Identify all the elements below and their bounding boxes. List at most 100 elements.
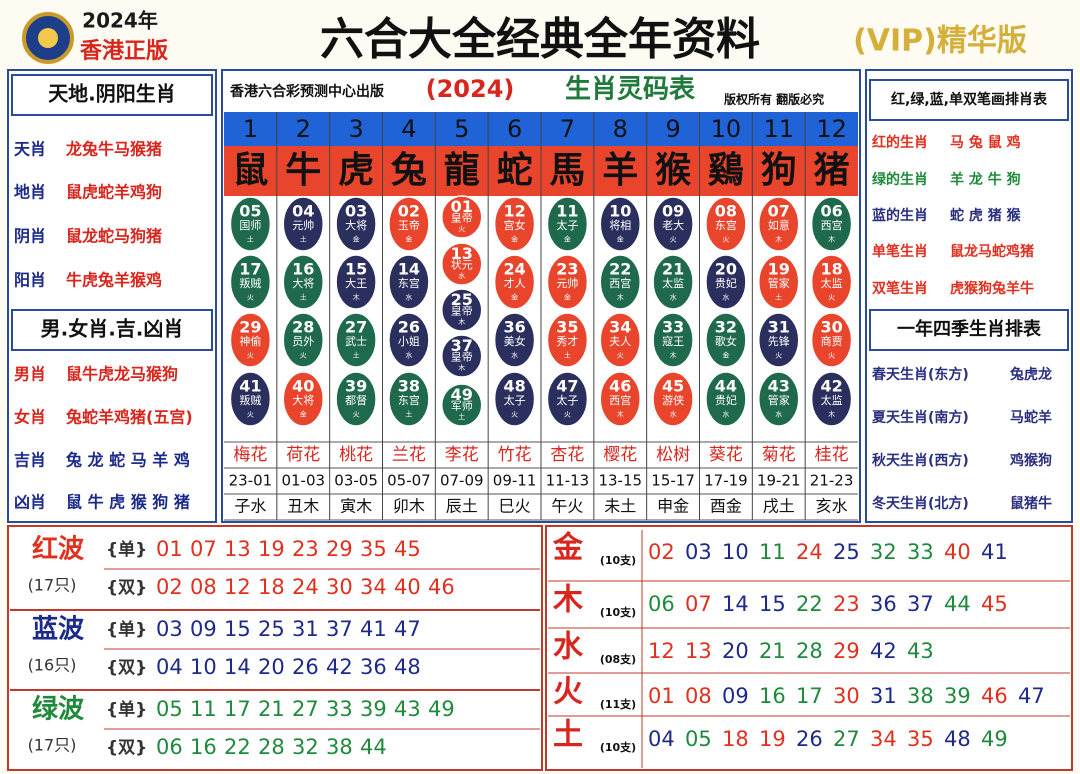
wave-number: 44 (360, 735, 387, 759)
wave-number: 16 (190, 735, 217, 759)
branch: 寅木 (340, 497, 372, 516)
wave-number: 33 (326, 697, 353, 721)
logo-center (38, 28, 58, 48)
element-number: 35 (907, 727, 934, 751)
wave-number: 24 (292, 575, 319, 599)
ball-number: 40 (292, 376, 314, 395)
element-name: 木 (552, 583, 583, 618)
branch: 卯木 (393, 497, 425, 516)
ball-name: 夫人 (609, 335, 631, 348)
row-value: 鼠龙蛇马狗猪 (66, 227, 162, 246)
column-number: 9 (665, 115, 680, 143)
ball-number: 34 (609, 317, 631, 336)
zodiac: 虎 (338, 150, 374, 191)
row-label: 秋天生肖(西方) (872, 452, 969, 469)
wave-number: 29 (326, 537, 353, 561)
ball-name: 大将 (292, 393, 314, 407)
wave-number: 17 (224, 697, 251, 721)
wave-number: 46 (428, 575, 455, 599)
element-count: (10支) (600, 740, 636, 754)
branch: 未土 (604, 497, 636, 516)
hours: 17-19 (704, 472, 748, 490)
ball-number: 03 (345, 201, 367, 220)
row-label: 阳肖 (14, 271, 46, 290)
ball-name: 西宫 (609, 276, 631, 290)
ball-number: 23 (556, 259, 578, 278)
ball-number: 10 (609, 201, 631, 220)
element-number: 36 (870, 592, 897, 616)
ball-number: 24 (503, 259, 525, 278)
wave-name: 蓝波 (32, 615, 85, 645)
ball-element: 火 (828, 294, 835, 302)
element-number: 07 (685, 592, 712, 616)
hours: 19-21 (757, 472, 801, 490)
element-number: 06 (648, 592, 675, 616)
ball-number: 45 (662, 376, 684, 395)
ball (810, 312, 853, 368)
element-number: 16 (759, 684, 786, 708)
ball-number: 12 (503, 201, 525, 220)
ball-name: 小姐 (398, 334, 420, 348)
row-label: 红的生肖 (872, 134, 928, 151)
element-number: 29 (833, 639, 860, 663)
ball (758, 196, 800, 252)
wave-tag: {双} (106, 658, 147, 678)
ball-name: 太子 (556, 219, 578, 232)
ball-element: 火 (775, 352, 782, 360)
zodiac: 鼠 (232, 150, 268, 191)
ball-name: 东宫 (398, 276, 420, 290)
ball-name: 管家 (768, 276, 790, 290)
ball (388, 254, 430, 310)
header-vip: (VIP)精华版 (853, 24, 1027, 59)
ball-number: 30 (820, 317, 842, 336)
ball (599, 312, 641, 368)
wave-tag: {单} (106, 619, 147, 640)
zodiac: 兔 (391, 150, 427, 191)
ball-number: 21 (662, 259, 684, 278)
element-number: 24 (796, 540, 823, 564)
ball (810, 371, 853, 427)
element-number: 39 (944, 684, 971, 708)
row-label: 夏天生肖(南方) (872, 409, 969, 426)
element-number: 05 (685, 727, 712, 751)
section-title: 一年四季生肖排表 (897, 318, 1042, 340)
element-number: 45 (981, 592, 1008, 616)
ball-element: 土 (247, 235, 254, 244)
flower: 葵花 (709, 445, 743, 465)
branch: 巳火 (499, 497, 531, 516)
ball (758, 312, 800, 368)
row-value: 鼠牛虎龙马猴狗 (66, 365, 178, 384)
ball-number: 36 (503, 317, 525, 336)
ball-number: 35 (556, 317, 578, 336)
wave-name: 红波 (32, 534, 85, 565)
element-number: 49 (981, 727, 1008, 751)
wave-number: 37 (326, 617, 353, 641)
element-count: (10支) (600, 553, 636, 567)
ball-element: 土 (300, 293, 307, 302)
ball-element: 木 (828, 410, 835, 419)
wave-number: 21 (258, 697, 285, 721)
branch: 酉金 (710, 497, 742, 516)
ball-name: 叛贼 (239, 276, 261, 290)
row-label: 吉肖 (14, 451, 46, 470)
wave-number: 47 (394, 617, 421, 641)
element-name: 土 (553, 718, 583, 753)
wave-number: 01 (156, 537, 183, 561)
section-title-box (11, 74, 213, 116)
ball-name: 神偷 (239, 334, 261, 348)
ball-number: 43 (768, 376, 790, 395)
ball (705, 254, 747, 310)
ball-element: 水 (405, 293, 412, 302)
ball (493, 254, 536, 310)
wave-number: 20 (258, 655, 285, 679)
ball-name: 叛贼 (239, 393, 261, 407)
row-value: 兔 龙 蛇 马 羊 鸡 (65, 451, 190, 470)
row-value: 兔虎龙 (1009, 366, 1052, 383)
ball-element: 火 (617, 352, 624, 360)
flower: 杏花 (550, 445, 584, 465)
branch: 戌土 (763, 497, 795, 516)
ball-element: 木 (617, 410, 624, 419)
ball-name: 大将 (292, 276, 314, 290)
ball (388, 312, 430, 368)
wave-count: (17只) (28, 736, 77, 755)
